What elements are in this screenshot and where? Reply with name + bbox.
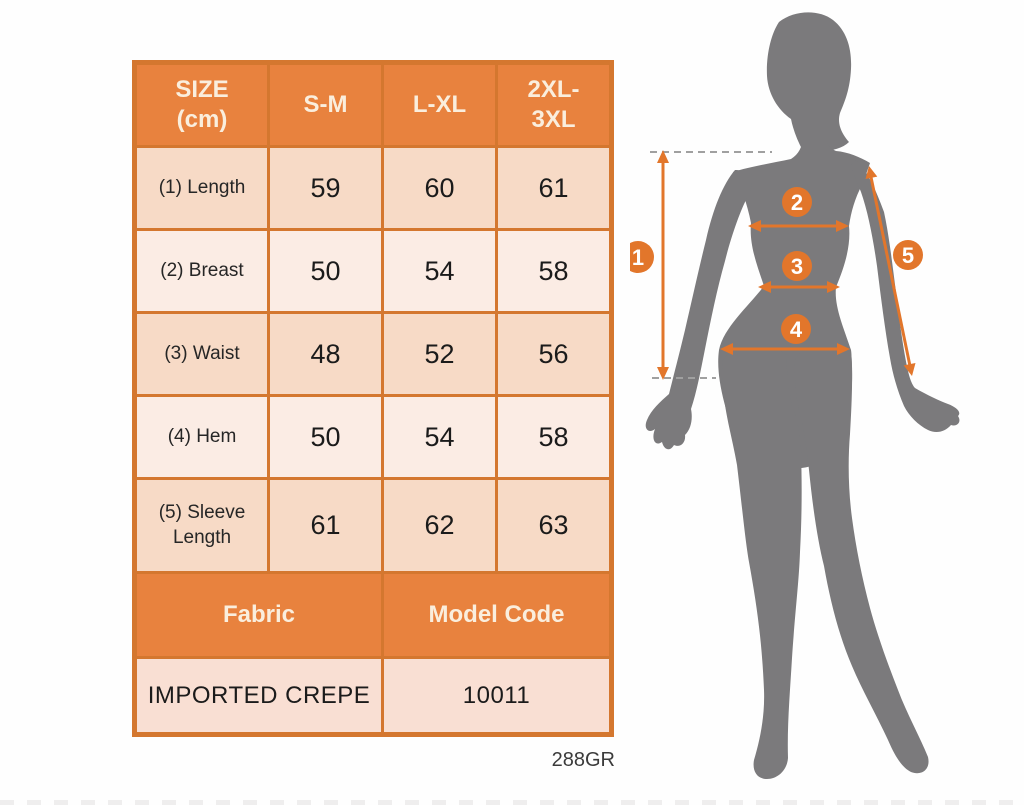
cell-sleeve-lxl: 62: [384, 480, 495, 571]
cell-waist-2xl3xl: 56: [498, 314, 609, 394]
fabric-header: Fabric: [137, 574, 381, 656]
column-header-2xl-3xl: 2XL- 3XL: [498, 65, 609, 145]
silhouette-left-leg: [722, 344, 802, 779]
cell-hem-2xl3xl: 58: [498, 397, 609, 477]
measurement-figure: 1 2 3 4 5: [630, 12, 960, 779]
badge-2: 2: [782, 187, 812, 217]
row-label-length: (1) Length: [137, 148, 267, 228]
badge-5: 5: [893, 240, 923, 270]
size-chart-table: SIZE (cm) S-M L-XL 2XL- 3XL (1) Length 5…: [132, 60, 614, 737]
arrow-hem: [720, 343, 850, 355]
row-label-waist: (3) Waist: [137, 314, 267, 394]
model-code-header: Model Code: [384, 574, 609, 656]
silhouette-right-arm: [851, 160, 960, 433]
row-label-sleeve-length: (5) Sleeve Length: [137, 480, 267, 571]
arrow-waist: [758, 281, 840, 293]
svg-text:5: 5: [902, 243, 914, 268]
badge-1: 1: [630, 241, 654, 273]
cell-length-lxl: 60: [384, 148, 495, 228]
row-label-hem: (4) Hem: [137, 397, 267, 477]
cell-breast-sm: 50: [270, 231, 381, 311]
arrow-length: [657, 150, 669, 380]
measurement-arrows: [657, 150, 916, 380]
silhouette-head: [766, 12, 852, 152]
badge-3: 3: [782, 251, 812, 281]
bottom-edge-artifact: [0, 800, 1024, 805]
row-label-breast: (2) Breast: [137, 231, 267, 311]
column-header-l-xl: L-XL: [384, 65, 495, 145]
svg-text:4: 4: [790, 317, 803, 342]
cell-length-2xl3xl: 61: [498, 148, 609, 228]
badge-4: 4: [781, 314, 811, 344]
svg-text:2: 2: [791, 190, 803, 215]
weight-footnote: 288GR: [551, 749, 615, 771]
cell-sleeve-sm: 61: [270, 480, 381, 571]
silhouette-right-leg: [794, 341, 929, 774]
column-header-size-cm: SIZE (cm): [137, 65, 267, 145]
arrow-breast: [748, 220, 849, 232]
arrow-sleeve: [865, 166, 916, 376]
svg-text:3: 3: [791, 254, 803, 279]
column-header-s-m: S-M: [270, 65, 381, 145]
cell-breast-lxl: 54: [384, 231, 495, 311]
cell-length-sm: 59: [270, 148, 381, 228]
cell-sleeve-2xl3xl: 63: [498, 480, 609, 571]
length-reference-lines: [650, 151, 772, 379]
woman-silhouette: [645, 12, 960, 779]
measurement-badges: 1 2 3 4 5: [630, 187, 923, 344]
silhouette-left-arm: [645, 170, 752, 450]
cell-hem-lxl: 54: [384, 397, 495, 477]
cell-waist-sm: 48: [270, 314, 381, 394]
cell-hem-sm: 50: [270, 397, 381, 477]
fabric-value: IMPORTED CREPE: [137, 659, 381, 732]
model-code-value: 10011: [384, 659, 609, 732]
cell-waist-lxl: 52: [384, 314, 495, 394]
svg-text:1: 1: [632, 245, 644, 270]
cell-breast-2xl3xl: 58: [498, 231, 609, 311]
